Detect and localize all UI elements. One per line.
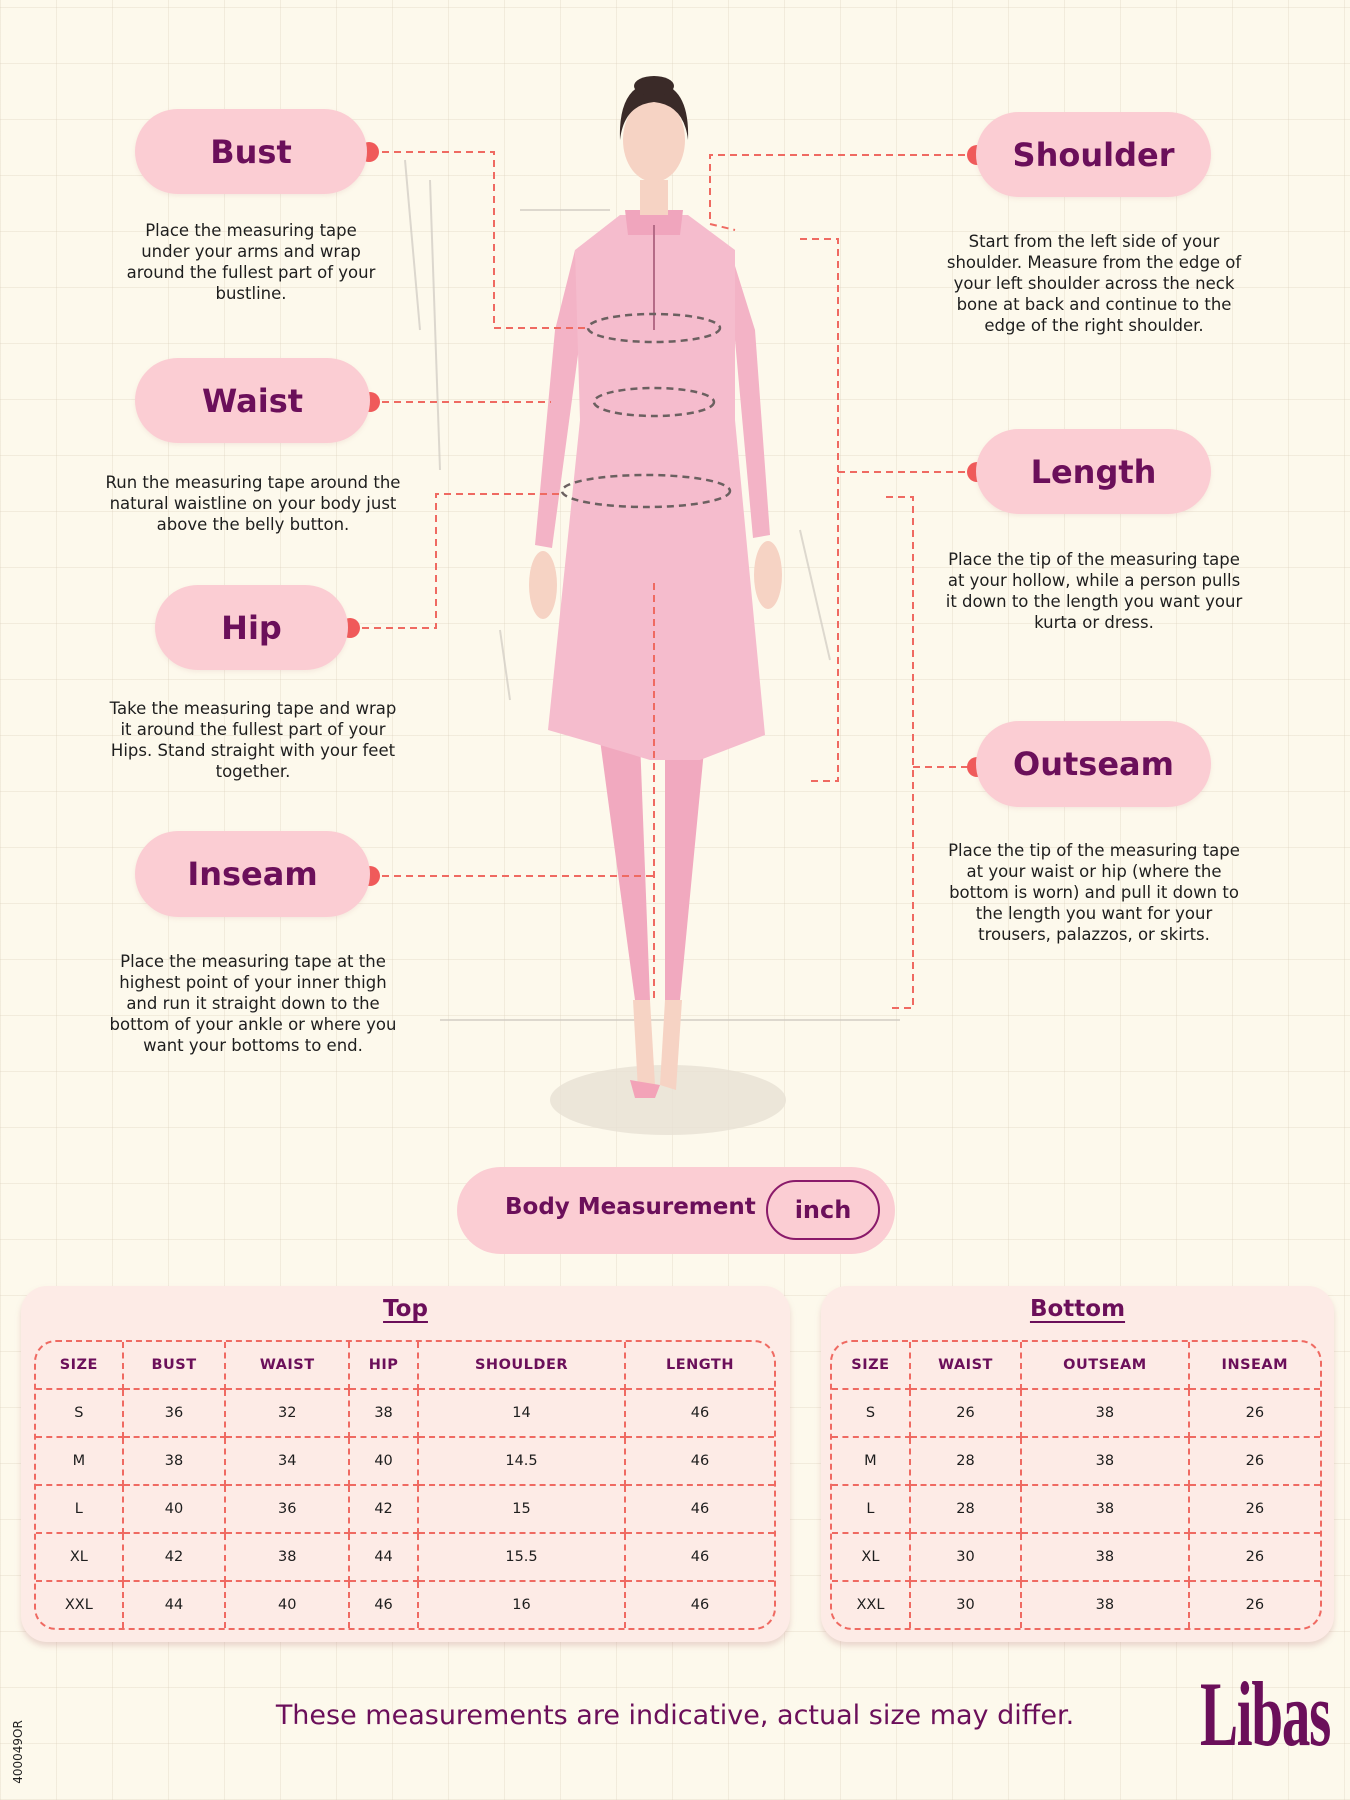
table-row: L 28 38 26 (832, 1486, 1320, 1534)
table-cell: 36 (123, 1390, 227, 1438)
bottom-size-card: Bottom SIZE WAIST OUTSEAM INSEAM S 26 38 26 M 28 3… (821, 1286, 1334, 1642)
body-measurement-banner: Body Measurement inch (457, 1167, 895, 1254)
bottom-size-table: SIZE WAIST OUTSEAM INSEAM S 26 38 26 M 28 38 26 L 28 3… (830, 1340, 1322, 1630)
column-header: LENGTH (625, 1342, 774, 1390)
table-cell: 26 (1189, 1534, 1320, 1582)
table-header-row: SIZE WAIST OUTSEAM INSEAM (832, 1342, 1320, 1390)
table-cell: XXL (832, 1582, 911, 1628)
column-header: SIZE (832, 1342, 911, 1390)
table-cell: 38 (1022, 1390, 1190, 1438)
table-cell: 30 (910, 1534, 1023, 1582)
table-cell: L (36, 1486, 124, 1534)
table-cell: 15.5 (419, 1534, 626, 1582)
column-header: INSEAM (1189, 1342, 1320, 1390)
top-size-card: Top SIZE BUST WAIST HIP SHOULDER LENGTH S 36 32 3… (21, 1286, 790, 1642)
table-cell: 26 (1189, 1486, 1320, 1534)
table-cell: 42 (123, 1534, 227, 1582)
table-cell: 44 (350, 1534, 420, 1582)
waist-description: Run the measuring tape around the natura… (105, 473, 401, 534)
disclaimer-text: These measurements are indicative, actua… (275, 1700, 1075, 1731)
table-cell: 28 (910, 1438, 1023, 1486)
table-cell: 16 (419, 1582, 626, 1628)
table-cell: 34 (226, 1438, 351, 1486)
table-cell: S (832, 1390, 911, 1438)
table-cell: 38 (123, 1438, 227, 1486)
body-measurement-label: Body Measurement (505, 1194, 756, 1220)
table-cell: XXL (36, 1582, 124, 1628)
table-cell: XL (36, 1534, 124, 1582)
table-cell: 26 (1189, 1390, 1320, 1438)
table-row: XXL 30 38 26 (832, 1582, 1320, 1628)
inseam-label: Inseam (135, 831, 370, 917)
table-cell: 46 (625, 1390, 774, 1438)
table-cell: 46 (625, 1438, 774, 1486)
table-cell: 46 (625, 1486, 774, 1534)
table-cell: 26 (1245, 1597, 1265, 1613)
table-row: S 26 38 26 (832, 1390, 1320, 1438)
table-cell: 42 (350, 1486, 420, 1534)
libas-logo: Libas (1200, 1663, 1331, 1765)
unit-toggle-inch[interactable]: inch (766, 1180, 880, 1240)
table-cell: M (832, 1438, 911, 1486)
table-cell: 26 (1189, 1438, 1320, 1486)
table-cell: 40 (226, 1582, 351, 1628)
hip-label: Hip (155, 585, 348, 670)
table-cell: 38 (350, 1390, 420, 1438)
table-cell: 14 (419, 1390, 626, 1438)
table-row: M 38 34 40 14.5 46 (36, 1438, 774, 1486)
top-table-title: Top (383, 1296, 428, 1322)
table-cell: 30 (911, 1582, 1023, 1628)
table-cell: 28 (910, 1486, 1023, 1534)
table-cell: 38 (226, 1534, 351, 1582)
table-cell: 44 (124, 1582, 227, 1628)
hip-description: Take the measuring tape and wrap it arou… (109, 699, 397, 781)
table-cell: 36 (226, 1486, 351, 1534)
shoulder-description: Start from the left side of your shoulde… (946, 232, 1242, 335)
table-row: XXL 44 40 46 16 46 (36, 1582, 774, 1628)
table-cell: M (36, 1438, 124, 1486)
product-code: 400049OR (10, 1720, 25, 1784)
bottom-table-title: Bottom (1029, 1296, 1126, 1322)
model-illustration (404, 76, 900, 1135)
table-cell: 14.5 (419, 1438, 626, 1486)
top-size-table: SIZE BUST WAIST HIP SHOULDER LENGTH S 36 32 38 14 4… (34, 1340, 776, 1630)
column-header: SIZE (36, 1342, 124, 1390)
table-cell: 38 (1022, 1534, 1190, 1582)
shoulder-label: Shoulder (976, 112, 1211, 197)
table-cell: 40 (350, 1438, 420, 1486)
table-cell: 26 (910, 1390, 1023, 1438)
column-header: WAIST (226, 1342, 351, 1390)
table-cell: 46 (625, 1534, 774, 1582)
table-cell: 15 (419, 1486, 626, 1534)
table-cell: 38 (1022, 1438, 1190, 1486)
table-cell: S (36, 1390, 124, 1438)
column-header: OUTSEAM (1022, 1342, 1190, 1390)
column-header: HIP (350, 1342, 420, 1390)
table-row: S 36 32 38 14 46 (36, 1390, 774, 1438)
table-cell: 46 (350, 1582, 420, 1628)
outseam-description: Place the tip of the measuring tape at y… (948, 841, 1240, 944)
column-header: SHOULDER (419, 1342, 626, 1390)
table-row: L 40 36 42 15 46 (36, 1486, 774, 1534)
bust-label: Bust (135, 109, 367, 194)
table-cell: L (832, 1486, 911, 1534)
bust-description: Place the measuring tape under your arms… (126, 221, 376, 303)
table-cell: 40 (123, 1486, 227, 1534)
waist-label: Waist (135, 358, 370, 443)
column-header: WAIST (910, 1342, 1023, 1390)
outseam-label: Outseam (976, 721, 1211, 807)
table-header-row: SIZE BUST WAIST HIP SHOULDER LENGTH (36, 1342, 774, 1390)
table-row: XL 30 38 26 (832, 1534, 1320, 1582)
table-cell: 46 (690, 1597, 710, 1613)
length-label: Length (976, 429, 1211, 514)
table-cell: 38 (1022, 1582, 1190, 1628)
inseam-description: Place the measuring tape at the highest … (109, 952, 397, 1055)
column-header: BUST (123, 1342, 227, 1390)
table-cell: 38 (1022, 1486, 1190, 1534)
table-row: XL 42 38 44 15.5 46 (36, 1534, 774, 1582)
table-row: M 28 38 26 (832, 1438, 1320, 1486)
table-cell: XL (832, 1534, 911, 1582)
length-description: Place the tip of the measuring tape at y… (945, 550, 1243, 632)
table-cell: 32 (226, 1390, 351, 1438)
